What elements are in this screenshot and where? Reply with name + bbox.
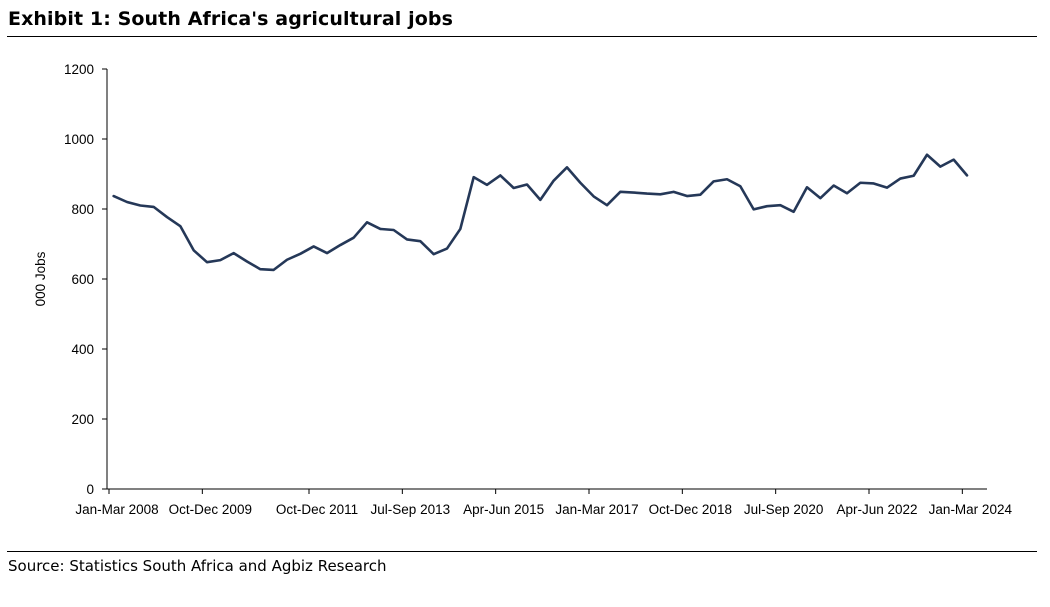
y-tick-label: 600: [71, 272, 94, 287]
source-note: Source: Statistics South Africa and Agbi…: [8, 557, 387, 575]
top-divider: [7, 36, 1037, 37]
x-tick-label: Oct-Dec 2011: [276, 502, 358, 517]
x-axis-ticks: Jan-Mar 2008 Oct-Dec 2009 Oct-Dec 2011 Jul-…: [75, 489, 1012, 517]
y-tick-label: 200: [71, 412, 94, 427]
x-tick-label: Jul-Sep 2013: [371, 502, 451, 517]
page-title: Exhibit 1: South Africa's agricultural j…: [8, 8, 453, 30]
y-tick-label: 0: [86, 482, 94, 497]
y-tick-label: 1000: [64, 132, 94, 147]
y-tick-label: 400: [71, 342, 94, 357]
x-tick-label: Jan-Mar 2017: [555, 502, 638, 517]
chart-axes: [106, 69, 987, 490]
chart-series: [112, 153, 969, 272]
y-tick-label: 1200: [64, 62, 94, 77]
y-axis-ticks: 0 200 400 600 800 1000 1200: [64, 62, 107, 497]
x-tick-label: Jan-Mar 2024: [929, 502, 1013, 517]
x-tick-label: Jan-Mar 2008: [75, 502, 158, 517]
x-tick-label: Jul-Sep 2020: [744, 502, 824, 517]
x-tick-label: Oct-Dec 2009: [169, 502, 252, 517]
x-tick-label: Apr-Jun 2015: [463, 502, 544, 517]
y-axis-title: 000 Jobs: [33, 251, 48, 306]
y-tick-label: 800: [71, 202, 94, 217]
series-line: [112, 153, 969, 272]
x-tick-label: Oct-Dec 2018: [649, 502, 732, 517]
bottom-divider: [7, 551, 1037, 552]
x-tick-label: Apr-Jun 2022: [836, 502, 917, 517]
